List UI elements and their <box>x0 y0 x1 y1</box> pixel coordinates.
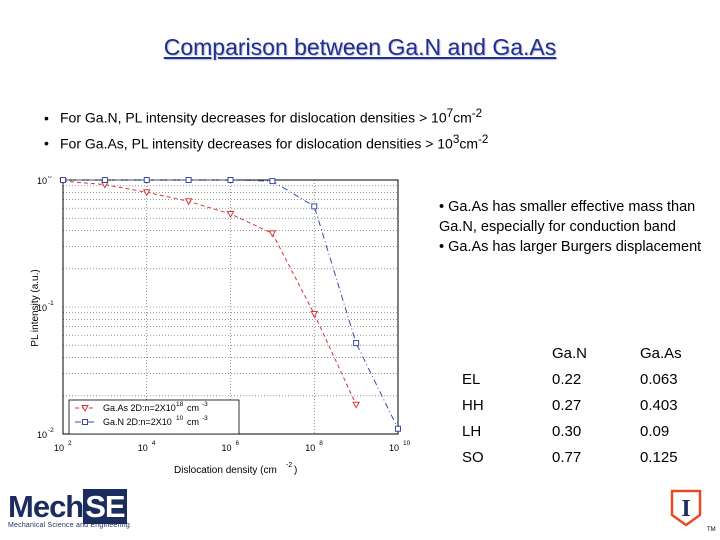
data-point-triangle <box>184 198 193 206</box>
table-cell: EL <box>462 370 481 388</box>
data-point-triangle <box>310 311 319 319</box>
x-tick-label: 10 <box>389 443 399 453</box>
table-cell: 0.27 <box>552 396 582 414</box>
mechse-logo: MechSE Mechanical Science and Engineerin… <box>8 489 130 529</box>
trademark-mark: TM <box>707 527 716 533</box>
bullet-unit-exponent: -2 <box>471 107 483 120</box>
legend-box <box>68 399 240 435</box>
data-point-triangle <box>142 189 151 197</box>
data-point-square <box>311 203 318 210</box>
data-point-square <box>101 177 108 183</box>
legend-label-unit: cm <box>187 403 199 413</box>
y-tick-exponent: -1 <box>48 300 54 307</box>
data-point-square <box>395 425 401 432</box>
legend-label-unit: cm <box>187 417 199 427</box>
x-tick-exponent: 8 <box>319 440 323 447</box>
table-cell: 0.77 <box>552 448 582 466</box>
y-tick-label: 10 <box>37 176 47 186</box>
data-point-square <box>185 177 192 183</box>
data-point-triangle <box>268 230 277 238</box>
x-tick-label: 10 <box>54 443 64 453</box>
legend-label-unit-exponent: -3 <box>202 401 208 408</box>
table-row: EL 0.22 0.063 <box>430 366 718 392</box>
table-header-cell <box>430 340 546 366</box>
y-tick-exponent: 0 <box>48 176 52 180</box>
legend-label-exponent: 18 <box>176 401 184 408</box>
table-header-row: Ga.N Ga.As <box>430 340 718 366</box>
bullet-unit-exponent: -2 <box>478 132 489 146</box>
series-line <box>62 180 357 405</box>
table-cell: 0.403 <box>640 396 678 414</box>
table-header-cell: Ga.As <box>640 344 682 362</box>
data-point-square <box>227 177 234 183</box>
illinois-logo-glyph: I <box>681 496 690 522</box>
table-row: SO 0.77 0.125 <box>430 444 718 470</box>
table-cell: 0.125 <box>640 448 678 466</box>
x-axis-label: Dislocation density (cm <box>174 465 277 476</box>
table-header-cell: Ga.N <box>552 344 588 362</box>
mechse-logo-mech: Mech <box>8 489 84 524</box>
bullet-list: • For Ga.N, PL intensity decreases for di… <box>44 103 488 154</box>
x-tick-label: 10 <box>305 443 315 453</box>
mechse-logo-se: SE <box>83 489 127 524</box>
x-tick-exponent: 6 <box>236 440 240 447</box>
mechse-logo-subtitle: Mechanical Science and Engineering <box>8 522 130 529</box>
x-axis-label-exponent: -2 <box>286 462 292 469</box>
x-tick-label: 10 <box>138 443 148 453</box>
table-cell: HH <box>462 396 484 414</box>
bullet-dot: • <box>44 109 49 126</box>
note-burgers: • Ga.As has larger Burgers displacement <box>439 239 702 255</box>
table-cell: 0.09 <box>640 422 670 440</box>
legend-label-unit-exponent: -3 <box>202 415 208 422</box>
legend-label-exponent: 10 <box>176 415 184 422</box>
x-tick-exponent: 4 <box>152 440 156 447</box>
bullet-text: For Ga.N, PL intensity decreases for dis… <box>60 109 447 126</box>
table-row: LH 0.30 0.09 <box>430 418 718 444</box>
legend-label: Ga.As 2D:n=2X10 <box>103 403 176 413</box>
illinois-logo-icon: I <box>670 489 702 527</box>
y-tick-label: 10 <box>37 303 47 313</box>
data-point-square <box>353 340 360 347</box>
legend-marker-triangle <box>81 405 89 413</box>
bullet-gan: • For Ga.N, PL intensity decreases for di… <box>44 103 488 129</box>
bullet-text: For Ga.As, PL intensity decreases for di… <box>60 135 453 152</box>
bullet-unit: cm <box>453 109 472 126</box>
x-tick-label: 10 <box>221 443 231 453</box>
legend-marker-square <box>82 419 88 425</box>
series-line <box>63 179 399 429</box>
table-cell: 0.30 <box>552 422 582 440</box>
data-point-square <box>269 178 276 185</box>
y-tick-label: 10 <box>37 430 47 440</box>
bullet-exponent: 7 <box>446 107 454 120</box>
table-cell: LH <box>462 422 482 440</box>
data-point-triangle <box>352 401 360 409</box>
y-axis-label: PL intensity (a.u.) <box>30 269 41 346</box>
bullet-exponent: 3 <box>452 132 460 146</box>
mechse-logo-word: MechSE <box>8 489 130 524</box>
bullet-unit: cm <box>459 135 479 152</box>
x-axis-label-end: ) <box>294 465 297 476</box>
x-tick-exponent: 2 <box>68 440 72 447</box>
note-effective-mass: • Ga.As has smaller effective mass than … <box>439 199 696 235</box>
table-row: HH 0.27 0.403 <box>430 392 718 418</box>
slide-title: Comparison between Ga.N and Ga.As <box>163 34 557 60</box>
notes-box: • Ga.As has smaller effective mass than … <box>439 197 709 257</box>
legend-label: Ga.N 2D:n=2X10 <box>103 417 172 427</box>
table-cell: SO <box>462 448 484 466</box>
bullet-dot: • <box>44 135 49 152</box>
table-cell: 0.22 <box>552 370 582 388</box>
bullet-gaas: • For Ga.As, PL intensity decreases for d… <box>44 129 488 155</box>
x-tick-exponent: 10 <box>403 440 411 447</box>
table-cell: 0.063 <box>640 370 678 388</box>
effective-mass-table: Ga.N Ga.As EL 0.22 0.063 HH 0.27 0.403 L… <box>430 340 718 470</box>
y-tick-exponent: -2 <box>48 427 54 434</box>
data-point-square <box>60 177 66 183</box>
data-point-triangle <box>226 210 235 219</box>
data-point-square <box>143 177 150 183</box>
